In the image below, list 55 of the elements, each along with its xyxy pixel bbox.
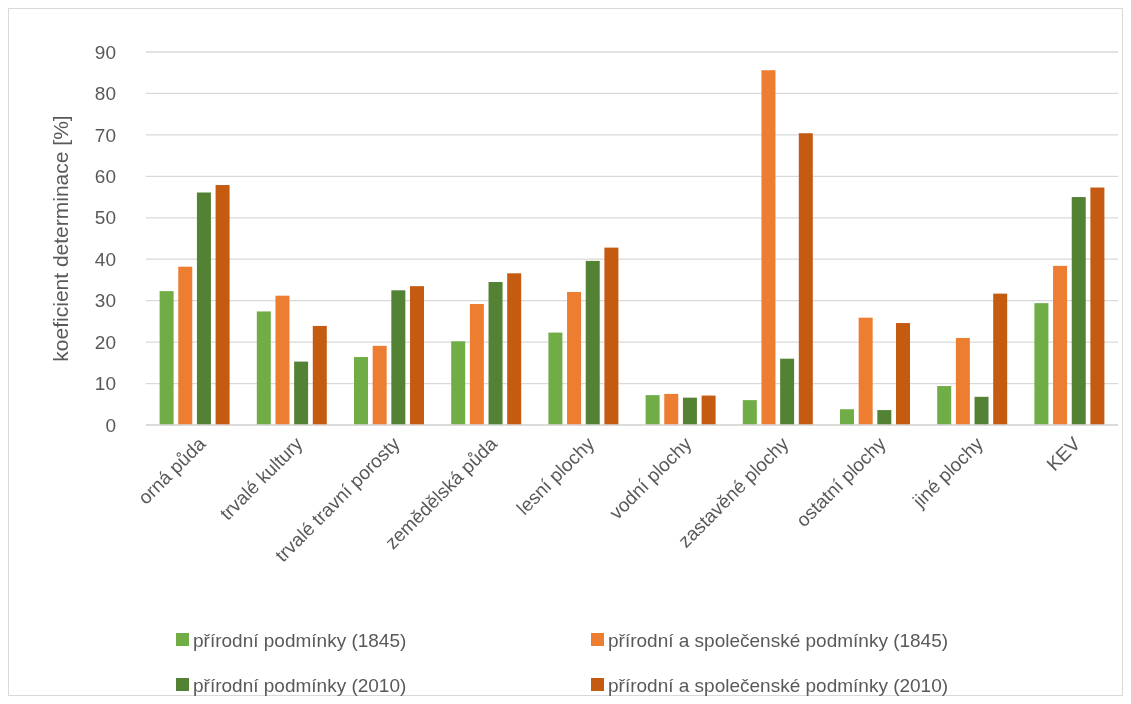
y-tick-label: 20 bbox=[94, 331, 116, 353]
y-tick-label: 0 bbox=[105, 414, 116, 436]
bar bbox=[701, 395, 716, 425]
bar bbox=[1090, 187, 1105, 425]
y-tick-label: 40 bbox=[94, 248, 116, 270]
y-tick-label: 10 bbox=[94, 373, 116, 395]
bar bbox=[974, 396, 989, 425]
y-tick-label: 60 bbox=[94, 165, 116, 187]
bar bbox=[604, 247, 619, 425]
bar bbox=[1053, 265, 1068, 425]
bar bbox=[664, 393, 679, 425]
bar bbox=[410, 286, 424, 425]
bar bbox=[507, 273, 522, 425]
legend-label: přírodní a společenské podmínky (1845) bbox=[608, 629, 949, 651]
bar bbox=[488, 282, 503, 425]
y-axis-title: koeficient determinace [%] bbox=[49, 115, 72, 362]
legend-label: přírodní podmínky (1845) bbox=[193, 629, 407, 651]
bar bbox=[256, 311, 271, 425]
bar bbox=[780, 358, 795, 425]
y-tick-label: 80 bbox=[94, 83, 116, 105]
bar bbox=[294, 361, 309, 425]
bar bbox=[877, 410, 892, 425]
y-tick-label: 30 bbox=[94, 290, 116, 312]
bar bbox=[196, 192, 211, 425]
bar bbox=[451, 341, 466, 425]
bar bbox=[645, 395, 660, 425]
legend-label: přírodní a společenské podmínky (2010) bbox=[608, 674, 949, 696]
bar bbox=[391, 290, 406, 425]
bar bbox=[761, 70, 776, 425]
bar bbox=[312, 325, 327, 425]
bar bbox=[215, 185, 230, 425]
bar bbox=[585, 260, 600, 425]
bar bbox=[937, 386, 952, 425]
bar bbox=[372, 345, 387, 425]
bar bbox=[275, 295, 290, 425]
bar bbox=[896, 323, 910, 425]
bar bbox=[469, 303, 484, 425]
bar bbox=[548, 332, 563, 425]
bar bbox=[1034, 303, 1049, 425]
bar bbox=[178, 266, 193, 425]
bar bbox=[858, 317, 873, 425]
bar bbox=[159, 291, 174, 425]
bar bbox=[798, 133, 813, 425]
bar bbox=[354, 357, 368, 425]
bar bbox=[955, 337, 970, 425]
bar bbox=[567, 291, 582, 425]
legend-label: přírodní podmínky (2010) bbox=[193, 674, 407, 696]
bar bbox=[993, 293, 1008, 425]
y-tick-label: 70 bbox=[94, 124, 116, 146]
y-tick-label: 90 bbox=[94, 41, 116, 63]
bar bbox=[682, 397, 697, 425]
bar bbox=[840, 409, 854, 425]
bar bbox=[742, 400, 757, 425]
bar bbox=[1071, 197, 1086, 425]
y-tick-label: 50 bbox=[94, 207, 116, 229]
